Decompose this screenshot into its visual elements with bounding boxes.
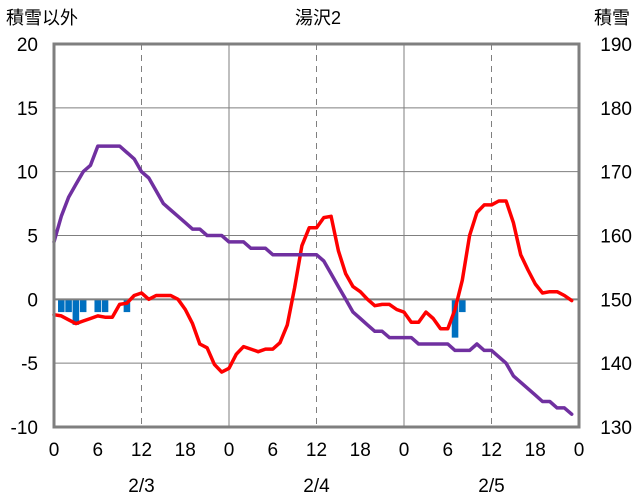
x-tick-label: 18	[350, 440, 371, 461]
x-tick-label: 6	[267, 440, 278, 461]
x-tick-label: 0	[224, 440, 235, 461]
left-tick-label: 15	[17, 99, 38, 120]
precipitation-bar	[94, 299, 102, 313]
x-tick-label: 6	[92, 440, 103, 461]
x-tick-label: 0	[49, 440, 60, 461]
precipitation-bars	[58, 299, 466, 338]
right-axis-title: 積雪	[594, 8, 630, 28]
x-tick-label: 18	[175, 440, 196, 461]
left-tick-label: 10	[17, 163, 38, 184]
precipitation-bar	[58, 299, 65, 313]
left-tick-label: -10	[11, 418, 38, 439]
x-tick-label: 18	[525, 440, 546, 461]
left-tick-label: -5	[21, 354, 38, 375]
right-tick-label: 170	[600, 163, 632, 184]
date-label: 2/5	[478, 476, 504, 497]
x-tick-label: 0	[399, 440, 410, 461]
precipitation-bar	[101, 299, 109, 313]
right-tick-label: 160	[600, 227, 632, 248]
right-tick-label: 190	[600, 35, 632, 56]
frame-layer	[52, 42, 581, 429]
chart-title: 湯沢2	[295, 8, 341, 28]
precipitation-bar	[123, 299, 131, 313]
precipitation-bar	[79, 299, 87, 313]
left-tick-label: 5	[27, 227, 38, 248]
grid-layer	[54, 44, 579, 427]
left-axis-title: 積雪以外	[6, 8, 78, 28]
date-label: 2/4	[303, 476, 330, 497]
right-tick-label: 130	[600, 418, 632, 439]
precipitation-bar	[65, 299, 72, 313]
x-tick-label: 12	[131, 440, 152, 461]
precipitation-bar	[451, 299, 459, 338]
right-tick-label: 180	[600, 99, 632, 120]
x-tick-label: 12	[481, 440, 502, 461]
right-tick-label: 150	[600, 290, 632, 311]
plot-frame	[52, 42, 581, 429]
right-tick-label: 140	[600, 354, 632, 375]
left-tick-label: 20	[17, 35, 38, 56]
x-tick-label: 12	[306, 440, 327, 461]
precipitation-bar	[459, 299, 466, 313]
left-tick-label: 0	[27, 290, 38, 311]
temperature-line	[52, 199, 574, 374]
date-label: 2/3	[128, 476, 154, 497]
snow_depth-line	[52, 144, 574, 416]
x-tick-label: 0	[574, 440, 585, 461]
x-tick-label: 6	[442, 440, 453, 461]
precipitation-bar	[72, 299, 80, 325]
series-lines	[52, 144, 574, 416]
